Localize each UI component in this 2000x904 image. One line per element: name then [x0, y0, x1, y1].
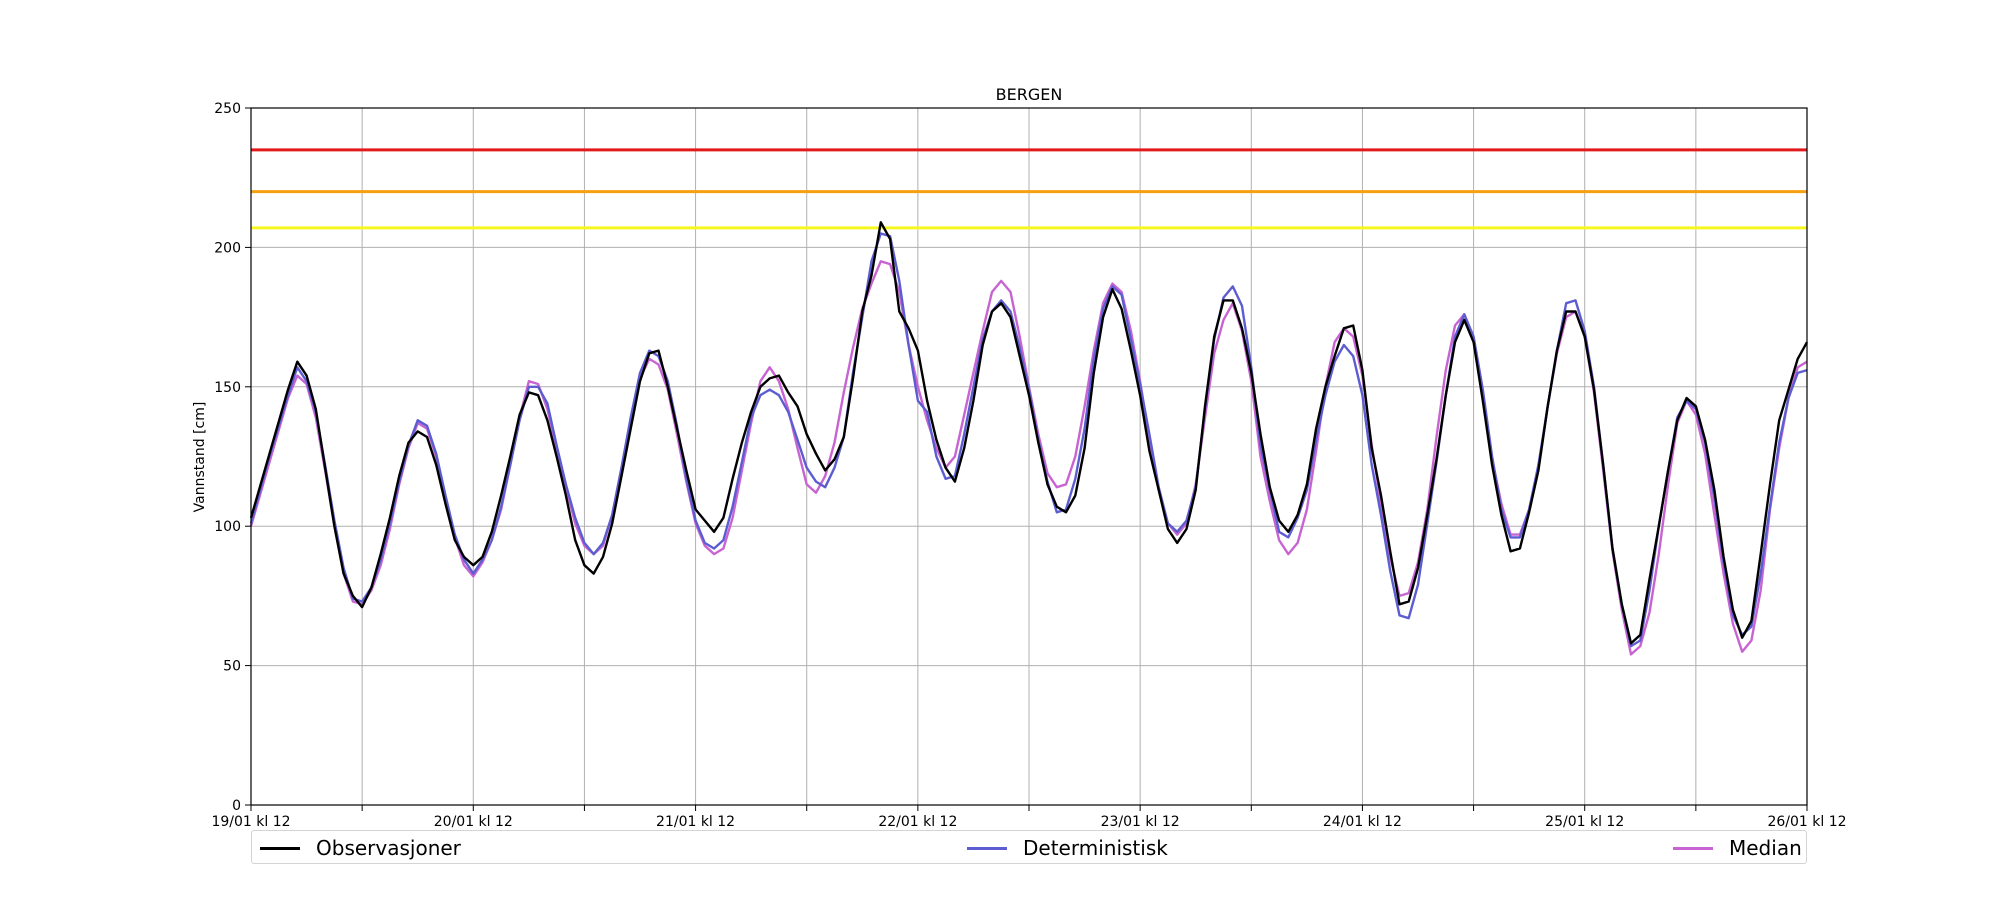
x-tick-label: 26/01 kl 12: [1767, 814, 1846, 830]
y-tick-label: 200: [214, 240, 241, 256]
y-axis-label: Vannstand [cm]: [192, 402, 208, 513]
legend-label-observasjoner: Observasjoner: [316, 836, 461, 860]
legend-swatch-median: [1673, 846, 1713, 850]
x-tick-label: 20/01 kl 12: [434, 814, 513, 830]
y-tick-label: 250: [214, 101, 241, 117]
legend: Observasjoner Deterministisk Median: [251, 830, 1807, 864]
x-tick-label: 19/01 kl 12: [211, 814, 290, 830]
x-tick-label: 24/01 kl 12: [1323, 814, 1402, 830]
legend-item-deterministisk: Deterministisk: [967, 836, 1168, 860]
threshold-lines: [251, 148, 1807, 230]
x-tick-label: 23/01 kl 12: [1101, 814, 1180, 830]
y-tick-label: 50: [223, 659, 241, 675]
legend-label-deterministisk: Deterministisk: [1023, 836, 1168, 860]
legend-item-observasjoner: Observasjoner: [260, 836, 461, 860]
x-tick-label: 21/01 kl 12: [656, 814, 735, 830]
legend-swatch-deterministisk: [967, 846, 1007, 850]
y-tick-label: 150: [214, 380, 241, 396]
legend-label-median: Median: [1729, 836, 1802, 860]
chart-title: BERGEN: [996, 85, 1063, 104]
x-tick-label: 25/01 kl 12: [1545, 814, 1624, 830]
y-tick-label: 0: [232, 798, 241, 814]
axis-ticks: 0 50 100 150 200 250 19/01 kl 12 20/01 kl 12 21/…: [211, 101, 1846, 830]
legend-swatch-observasjoner: [260, 846, 300, 850]
grid: [251, 108, 1807, 805]
series-line-observasjoner: [249, 221, 1809, 645]
x-tick-label: 22/01 kl 12: [878, 814, 957, 830]
series-lines: [249, 221, 1809, 656]
y-tick-label: 100: [214, 519, 241, 535]
legend-item-median: Median: [1673, 836, 1802, 860]
